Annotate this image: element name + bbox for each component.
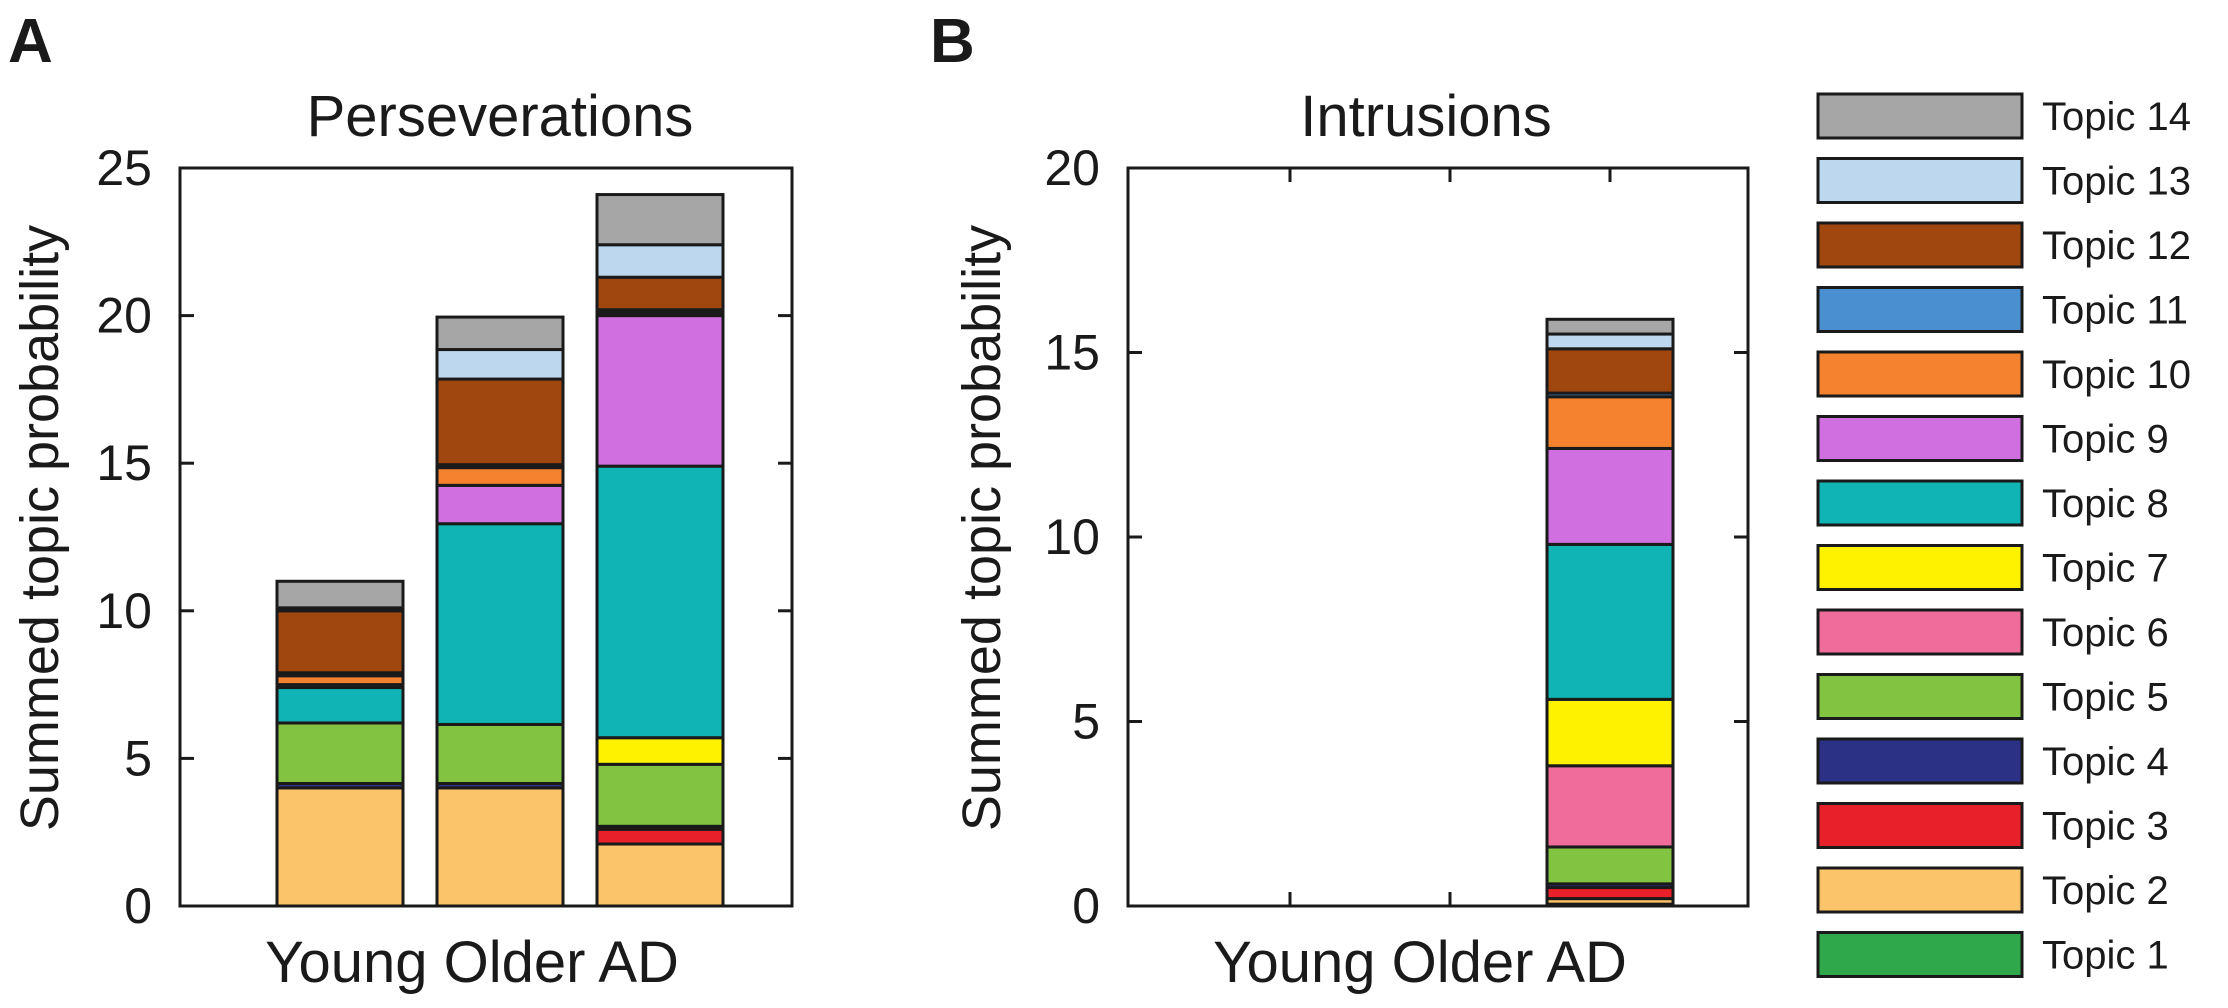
legend-label-topic-3: Topic 3	[2042, 805, 2169, 849]
panel-a-bar-ad-topic-9	[595, 314, 725, 468]
legend-label-topic-5: Topic 5	[2042, 676, 2169, 720]
panel-a-x-axis-label: Young Older AD	[265, 930, 679, 995]
panel-a-bar-older-topic-10	[435, 466, 565, 487]
legend-label-topic-12: Topic 12	[2042, 224, 2191, 268]
panel-a-axes-box	[178, 166, 794, 908]
panel-a-bar-young-topic-12	[275, 609, 405, 675]
legend-swatch-topic-14	[1816, 92, 2024, 140]
panel-a-y-axis-label: Summed topic probability	[10, 225, 70, 831]
legend-label-topic-2: Topic 2	[2042, 869, 2169, 913]
panel-a-bar-ad-topic-12	[595, 275, 725, 312]
panel-a-bar-older-topic-5	[435, 722, 565, 785]
panel-b-bars	[1545, 317, 1675, 908]
legend-label-topic-1: Topic 1	[2042, 934, 2169, 978]
panel-a-y-tick-label: 20	[96, 288, 152, 344]
legend-swatch-topic-12	[1816, 221, 2024, 269]
legend-swatch-topic-10	[1816, 350, 2024, 398]
panel-a-bar-ad-topic-5	[595, 762, 725, 828]
legend: Topic 14 Topic 13 Topic 12 Topic 11 Topic 10…	[1816, 92, 2191, 978]
panel-b-bar-ad-topic-12	[1545, 347, 1675, 395]
panel-b: B Intrusions Summed topic probability Yo…	[930, 7, 1750, 995]
legend-swatch-topic-2	[1816, 866, 2024, 914]
legend-label-topic-7: Topic 7	[2042, 547, 2169, 591]
panel-a-bar-ad-topic-7	[595, 736, 725, 766]
panel-b-bar-ad-topic-7	[1545, 697, 1675, 768]
legend-label-topic-4: Topic 4	[2042, 740, 2169, 784]
panel-a-y-ticks: 0 5 10 15 20 25	[96, 140, 792, 934]
panel-a-bar-ad-topic-8	[595, 464, 725, 740]
panel-b-y-tick-label: 20	[1044, 140, 1100, 196]
legend-label-topic-9: Topic 9	[2042, 418, 2169, 462]
legend-swatch-topic-6	[1816, 608, 2024, 656]
panel-a-y-tick-label: 10	[96, 583, 152, 639]
panel-a-y-tick-label: 25	[96, 140, 152, 196]
panel-b-title: Intrusions	[1300, 84, 1551, 149]
panel-b-letter: B	[930, 7, 975, 76]
legend-swatch-topic-11	[1816, 286, 2024, 333]
panel-a-bar-older-topic-14	[435, 315, 565, 352]
panel-a-bar-ad-topic-13	[595, 243, 725, 279]
legend-label-topic-10: Topic 10	[2042, 353, 2191, 397]
panel-b-y-ticks: 0 5 10 15 20	[1044, 140, 1748, 934]
panel-a-bar-ad-topic-3	[595, 827, 725, 846]
panel-a-bars	[275, 193, 725, 908]
legend-swatch-topic-9	[1816, 415, 2024, 462]
panel-b-y-tick-label: 10	[1044, 509, 1100, 565]
panel-a-letter: A	[8, 7, 53, 76]
panel-a-bar-older-topic-13	[435, 348, 565, 381]
panel-b-bar-ad-topic-6	[1545, 764, 1675, 849]
panel-b-bar-ad-topic-8	[1545, 542, 1675, 701]
legend-swatch-topic-7	[1816, 544, 2024, 591]
panel-a-bar-ad-topic-2	[595, 842, 725, 908]
legend-swatch-topic-4	[1816, 737, 2024, 785]
legend-swatch-topic-5	[1816, 673, 2024, 720]
panel-b-y-axis-label: Summed topic probability	[952, 225, 1012, 831]
panel-a-y-tick-label: 5	[124, 730, 152, 786]
panel-b-y-tick-label: 0	[1072, 878, 1100, 934]
panel-a-title: Perseverations	[307, 84, 694, 149]
panel-b-y-tick-label: 15	[1044, 325, 1100, 381]
legend-label-topic-13: Topic 13	[2042, 160, 2191, 204]
panel-b-x-axis-label: Young Older AD	[1213, 930, 1627, 995]
legend-label-topic-8: Topic 8	[2042, 482, 2169, 526]
legend-label-topic-11: Topic 11	[2042, 289, 2188, 333]
panel-b-y-tick-label: 5	[1072, 694, 1100, 750]
panel-a-y-tick-label: 15	[96, 435, 152, 491]
legend-label-topic-14: Topic 14	[2042, 95, 2191, 139]
panel-a-bar-older-topic-8	[435, 522, 565, 726]
panel-a-bar-young-topic-5	[275, 721, 405, 785]
panel-b-bar-ad-topic-10	[1545, 395, 1675, 450]
legend-swatch-topic-3	[1816, 802, 2024, 849]
legend-swatch-topic-1	[1816, 931, 2024, 978]
panel-b-bar-ad-topic-5	[1545, 845, 1675, 886]
legend-swatch-topic-8	[1816, 479, 2024, 527]
panel-a: A Perseverations Summed topic probabilit…	[8, 7, 794, 995]
panel-a-bar-ad-topic-14	[595, 193, 725, 247]
panel-a-bar-young-topic-14	[275, 579, 405, 610]
panel-a-bar-older-topic-9	[435, 483, 565, 526]
panel-b-axes-box	[1126, 166, 1750, 908]
panel-a-bar-older-topic-12	[435, 377, 565, 467]
panel-b-bar-ad-topic-9	[1545, 446, 1675, 546]
panel-b-bar-ad-topic-14	[1545, 317, 1675, 336]
panel-b-bar-ad-topic-13	[1545, 332, 1675, 351]
legend-swatch-topic-13	[1816, 157, 2024, 204]
panel-a-bar-young-topic-8	[275, 686, 405, 725]
panel-b-bar-ad-topic-3	[1545, 886, 1675, 901]
panel-a-y-tick-label: 0	[124, 878, 152, 934]
legend-label-topic-6: Topic 6	[2042, 611, 2169, 655]
panel-a-bar-older-topic-2	[435, 786, 565, 908]
panel-a-bar-young-topic-2	[275, 786, 405, 908]
